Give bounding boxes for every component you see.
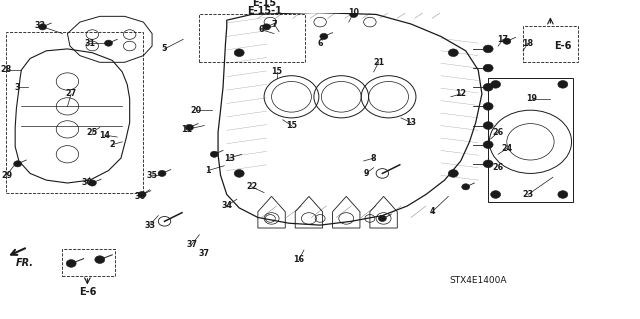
Text: 30: 30 xyxy=(82,179,93,188)
Text: E-15: E-15 xyxy=(252,0,276,8)
Circle shape xyxy=(503,38,511,44)
Text: 6: 6 xyxy=(317,39,323,48)
Text: 2: 2 xyxy=(109,140,115,149)
Bar xyxy=(523,26,578,62)
Text: 25: 25 xyxy=(87,128,98,137)
Text: 37: 37 xyxy=(199,249,210,258)
Text: 8: 8 xyxy=(371,153,376,163)
Text: E-15-1: E-15-1 xyxy=(246,6,282,16)
Circle shape xyxy=(491,80,500,88)
Circle shape xyxy=(376,169,388,178)
Circle shape xyxy=(262,24,271,30)
Text: 11: 11 xyxy=(181,125,193,134)
Text: 16: 16 xyxy=(294,255,305,264)
Text: E-6: E-6 xyxy=(79,287,96,297)
Circle shape xyxy=(378,215,387,221)
Circle shape xyxy=(448,170,458,177)
Text: 14: 14 xyxy=(99,130,110,140)
Circle shape xyxy=(483,122,493,130)
Circle shape xyxy=(483,83,493,91)
Text: 6: 6 xyxy=(259,25,264,34)
Circle shape xyxy=(483,160,493,168)
Text: 5: 5 xyxy=(162,44,167,53)
Text: 17: 17 xyxy=(497,35,509,44)
Text: 27: 27 xyxy=(66,89,77,99)
Text: 18: 18 xyxy=(522,39,534,48)
Text: 28: 28 xyxy=(1,65,12,74)
Text: 4: 4 xyxy=(429,207,435,216)
Text: 33: 33 xyxy=(144,221,155,230)
Circle shape xyxy=(558,80,568,88)
Circle shape xyxy=(320,33,328,40)
Circle shape xyxy=(104,40,113,46)
Text: 37: 37 xyxy=(186,240,197,249)
Text: 1: 1 xyxy=(205,166,211,175)
Text: 23: 23 xyxy=(522,190,534,199)
Text: 12: 12 xyxy=(455,89,467,99)
Circle shape xyxy=(95,256,105,263)
Text: 9: 9 xyxy=(364,169,369,178)
Circle shape xyxy=(234,170,244,177)
Bar xyxy=(6,32,143,193)
Text: 35: 35 xyxy=(147,171,157,180)
Text: 21: 21 xyxy=(373,58,384,67)
Circle shape xyxy=(462,184,470,190)
Text: 26: 26 xyxy=(493,163,504,172)
Text: 29: 29 xyxy=(1,171,12,180)
Text: E-6: E-6 xyxy=(554,41,572,51)
Circle shape xyxy=(88,180,96,186)
Text: 19: 19 xyxy=(526,94,537,103)
Text: 13: 13 xyxy=(406,118,417,127)
Bar xyxy=(200,14,305,62)
Circle shape xyxy=(158,217,171,226)
Circle shape xyxy=(483,102,493,110)
Circle shape xyxy=(349,11,358,18)
Circle shape xyxy=(138,191,146,197)
Text: 15: 15 xyxy=(286,121,297,130)
Circle shape xyxy=(13,161,22,167)
Text: STX4E1400A: STX4E1400A xyxy=(449,276,507,285)
Text: 26: 26 xyxy=(493,128,504,137)
Bar xyxy=(63,249,115,276)
Text: 3: 3 xyxy=(15,83,20,92)
Circle shape xyxy=(186,124,193,130)
Circle shape xyxy=(491,191,500,198)
Circle shape xyxy=(558,191,568,198)
Circle shape xyxy=(66,260,76,267)
Text: 36: 36 xyxy=(134,192,145,201)
Circle shape xyxy=(483,64,493,72)
Text: 31: 31 xyxy=(84,39,95,48)
Text: 34: 34 xyxy=(221,202,232,211)
Text: 10: 10 xyxy=(348,8,359,17)
Text: 15: 15 xyxy=(271,67,282,76)
Text: 32: 32 xyxy=(35,21,45,30)
Text: 13: 13 xyxy=(224,153,235,163)
Text: 7: 7 xyxy=(271,19,277,28)
Circle shape xyxy=(211,151,218,157)
Circle shape xyxy=(158,170,166,176)
Circle shape xyxy=(448,49,458,56)
Circle shape xyxy=(234,49,244,56)
Text: 24: 24 xyxy=(501,144,513,153)
Text: 20: 20 xyxy=(190,106,201,115)
Text: FR.: FR. xyxy=(16,258,34,269)
Circle shape xyxy=(483,141,493,149)
Text: 22: 22 xyxy=(246,182,257,191)
Circle shape xyxy=(38,24,47,30)
Circle shape xyxy=(483,45,493,53)
